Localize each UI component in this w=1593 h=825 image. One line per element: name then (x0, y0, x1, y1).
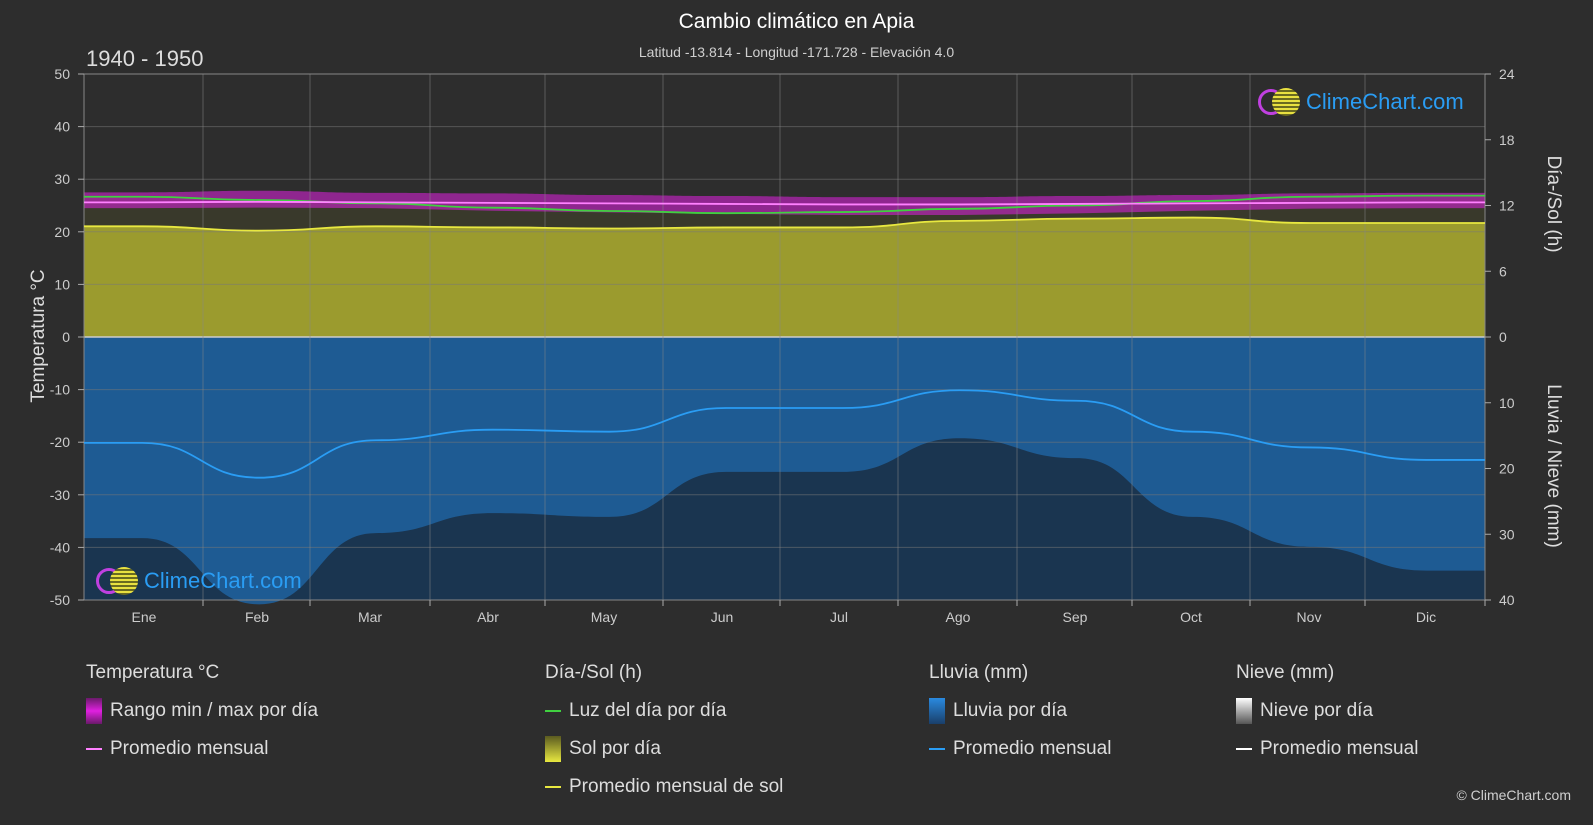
x-tick-label: Dic (1416, 609, 1436, 625)
legend-item-temp-avg: Promedio mensual (86, 736, 318, 762)
legend-head-snow: Nieve (mm) (1236, 662, 1335, 683)
legend-item-sunshine-avg: Promedio mensual de sol (545, 774, 783, 800)
x-tick-label: Jul (830, 609, 848, 625)
y-left-tick-label: 20 (54, 224, 70, 240)
y-left-tick-label: -20 (50, 434, 70, 450)
logo-sun-icon (110, 567, 138, 595)
legend-item-daylight: Luz del día por día (545, 698, 783, 724)
y-left-tick-label: 50 (54, 66, 70, 82)
sunshine-avg-line (84, 216, 1485, 232)
rain-area (84, 337, 1485, 605)
x-tick-label: Ago (946, 609, 971, 625)
legend-label: Rango min / max por día (110, 700, 319, 721)
legend-label: Lluvia por día (953, 700, 1068, 721)
temp-range-swatch-icon (86, 698, 102, 724)
temperature-range-band (84, 190, 1485, 215)
sunshine-area-top (84, 217, 1485, 337)
x-tick-label: Oct (1180, 609, 1202, 625)
y-right-top-tick-label: 6 (1499, 263, 1507, 279)
snow-avg-line-icon (1236, 748, 1252, 750)
x-tick-label: Abr (477, 609, 499, 625)
y-right-bottom-tick-label: 20 (1499, 461, 1515, 477)
y-left-tick-label: 40 (54, 119, 70, 135)
legend-temperature: Temperatura °C Rango min / max por día P… (86, 662, 318, 774)
climechart-logo-bottom[interactable]: ClimeChart.com (96, 567, 302, 595)
legend-item-temp-range: Rango min / max por día (86, 698, 318, 724)
legend-item-rain: Lluvia por día (929, 698, 1111, 724)
chart-subtitle: Latitud -13.814 - Longitud -171.728 - El… (638, 44, 955, 60)
x-tick-label: Mar (358, 609, 382, 625)
legend-item-snow-avg: Promedio mensual (1236, 736, 1418, 762)
y-left-axis-label: Temperatura °C (28, 269, 49, 402)
y-right-top-tick-label: 12 (1499, 198, 1515, 214)
daylight-line-icon (545, 710, 561, 712)
period-label: 1940 - 1950 (86, 46, 204, 71)
sunshine-swatch-icon (545, 736, 561, 762)
y-left-tick-label: -40 (50, 539, 70, 555)
legend-sun: Día-/Sol (h) Luz del día por día Sol por… (545, 662, 783, 812)
legend-rain: Lluvia (mm) Lluvia por día Promedio mens… (929, 662, 1111, 774)
rain-avg-line-icon (929, 748, 945, 750)
copyright: © ClimeChart.com (1456, 787, 1571, 803)
legend-label: Promedio mensual de sol (569, 776, 784, 797)
x-tick-label: Ene (132, 609, 157, 625)
temp-avg-line-icon (86, 748, 102, 750)
y-left-tick-label: -50 (50, 592, 70, 608)
y-left-tick-label: -10 (50, 382, 70, 398)
legend-item-sunshine: Sol por día (545, 736, 783, 762)
legend-label: Sol por día (569, 738, 661, 759)
legend-snow: Nieve (mm) Nieve por día Promedio mensua… (1236, 662, 1418, 774)
chart-title: Cambio climático en Apia (678, 10, 915, 33)
y-right-bottom-tick-label: 30 (1499, 526, 1515, 542)
x-tick-label: Jun (711, 609, 734, 625)
y-right-bottom-tick-label: 40 (1499, 592, 1515, 608)
y-right-top-tick-label: 24 (1499, 66, 1515, 82)
climechart-logo-top[interactable]: ClimeChart.com (1258, 88, 1464, 116)
y-left-tick-label: 30 (54, 171, 70, 187)
daylight-line (84, 194, 1485, 215)
legend-head-sun: Día-/Sol (h) (545, 662, 643, 683)
legend-label: Luz del día por día (569, 700, 727, 721)
y-left-tick-label: 0 (62, 329, 70, 345)
y-right-top-tick-label: 0 (1499, 329, 1507, 345)
snow-swatch-icon (1236, 698, 1252, 724)
legend-head-temperature: Temperatura °C (86, 662, 220, 683)
y-right-top-axis-label: Día-/Sol (h) (1543, 155, 1564, 252)
x-tick-label: May (591, 609, 617, 625)
rain-swatch-icon (929, 698, 945, 724)
legend-head-rain: Lluvia (mm) (929, 662, 1029, 683)
sunshine-avg-line-icon (545, 786, 561, 788)
logo-sun-icon (1272, 88, 1300, 116)
y-right-bottom-axis-label: Lluvia / Nieve (mm) (1543, 384, 1564, 548)
y-right-top-tick-label: 18 (1499, 132, 1515, 148)
legend-item-snow: Nieve por día (1236, 698, 1418, 724)
rain-avg-line (84, 389, 1486, 479)
x-tick-label: Sep (1063, 609, 1088, 625)
x-tick-label: Nov (1297, 609, 1322, 625)
logo-text: ClimeChart.com (1306, 89, 1464, 114)
legend-label: Promedio mensual (953, 738, 1112, 759)
y-left-tick-label: -30 (50, 487, 70, 503)
legend-label: Promedio mensual (1260, 738, 1419, 759)
y-right-bottom-tick-label: 10 (1499, 395, 1515, 411)
legend-label: Promedio mensual (110, 738, 269, 759)
logo-text: ClimeChart.com (144, 568, 302, 593)
temperature-avg-line (84, 200, 1485, 206)
y-left-tick-label: 10 (54, 276, 70, 292)
legend-label: Nieve por día (1260, 700, 1374, 721)
x-tick-label: Feb (245, 609, 269, 625)
legend-item-rain-avg: Promedio mensual (929, 736, 1111, 762)
